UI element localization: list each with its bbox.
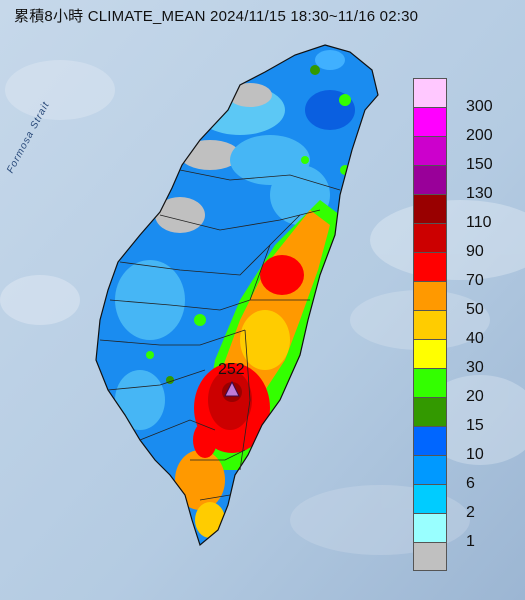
legend-swatch (413, 223, 447, 252)
legend-swatch (413, 310, 447, 339)
legend-label: 70 (466, 272, 484, 289)
county-borders (99, 169, 341, 501)
legend-swatch (413, 78, 447, 107)
max-station-value: 252 (218, 361, 245, 378)
legend-swatch (413, 281, 447, 310)
legend-label: 15 (466, 417, 484, 434)
legend-swatch (413, 107, 447, 136)
legend-swatch (413, 252, 447, 281)
legend-label: 90 (466, 243, 484, 260)
legend-swatch (413, 136, 447, 165)
legend-label: 300 (466, 98, 493, 115)
legend-label: 1 (466, 533, 475, 550)
legend-swatch (413, 426, 447, 455)
coastline (95, 44, 379, 547)
legend-label: 20 (466, 388, 484, 405)
legend-swatch (413, 194, 447, 223)
legend-swatch (413, 484, 447, 513)
legend-swatch (413, 339, 447, 368)
legend-label: 2 (466, 504, 475, 521)
legend-swatch (413, 455, 447, 484)
legend-label: 110 (466, 214, 492, 231)
legend-label: 150 (466, 156, 493, 173)
legend-label: 200 (466, 127, 493, 144)
legend-swatch (413, 542, 447, 571)
legend-label: 50 (466, 301, 484, 318)
map-title: 累積8小時 CLIMATE_MEAN 2024/11/15 18:30~11/1… (14, 8, 419, 25)
legend-swatch (413, 368, 447, 397)
legend-swatch (413, 513, 447, 542)
legend-swatch (413, 397, 447, 426)
legend-swatch (413, 165, 447, 194)
legend-label: 10 (466, 446, 484, 463)
max-station-marker (224, 380, 240, 397)
legend-label: 130 (466, 185, 493, 202)
legend (413, 78, 449, 571)
legend-label: 40 (466, 330, 484, 347)
legend-label: 6 (466, 475, 475, 492)
legend-label: 30 (466, 359, 484, 376)
